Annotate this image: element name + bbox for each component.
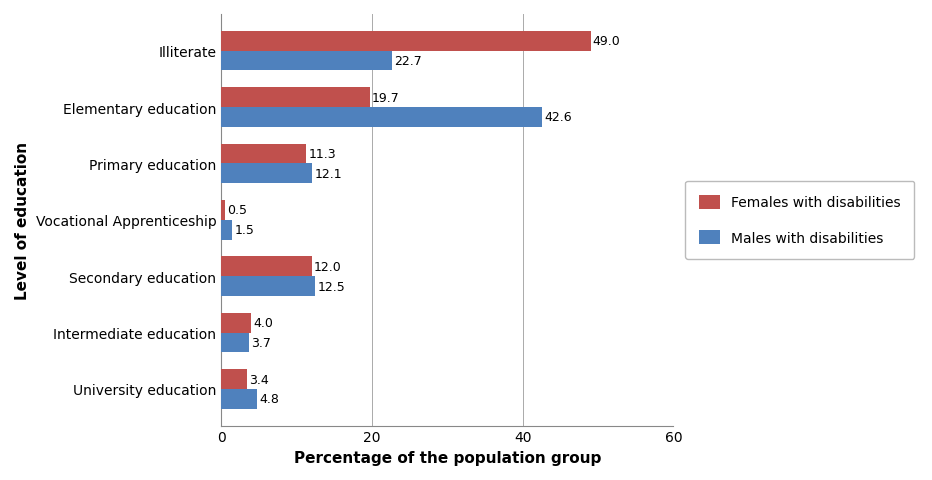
Bar — [221, 51, 392, 71]
Text: 42.6: 42.6 — [544, 111, 572, 124]
Bar — [221, 220, 232, 240]
Text: 11.3: 11.3 — [308, 148, 336, 161]
Bar — [221, 201, 225, 220]
Bar — [221, 164, 312, 184]
Text: 12.5: 12.5 — [318, 280, 346, 293]
Text: 1.5: 1.5 — [235, 224, 254, 237]
Text: 3.7: 3.7 — [252, 336, 271, 349]
Bar — [221, 389, 257, 409]
Bar — [221, 276, 315, 296]
Bar — [221, 108, 542, 128]
Text: 22.7: 22.7 — [394, 55, 422, 68]
Text: 49.0: 49.0 — [593, 35, 621, 48]
Bar — [221, 32, 591, 51]
Text: 0.5: 0.5 — [227, 204, 247, 217]
Text: 3.4: 3.4 — [249, 373, 268, 386]
Bar — [221, 313, 252, 333]
Text: 12.0: 12.0 — [314, 260, 342, 273]
Text: 4.8: 4.8 — [260, 393, 280, 406]
Text: 4.0: 4.0 — [254, 316, 273, 329]
Bar — [221, 257, 311, 276]
Text: 12.1: 12.1 — [315, 168, 342, 180]
Bar — [221, 88, 370, 108]
Text: 19.7: 19.7 — [372, 92, 400, 105]
X-axis label: Percentage of the population group: Percentage of the population group — [294, 450, 601, 465]
Bar — [221, 144, 307, 164]
Y-axis label: Level of education: Level of education — [15, 142, 30, 299]
Legend: Females with disabilities, Males with disabilities: Females with disabilities, Males with di… — [685, 181, 914, 259]
Bar — [221, 333, 249, 352]
Bar — [221, 370, 247, 389]
